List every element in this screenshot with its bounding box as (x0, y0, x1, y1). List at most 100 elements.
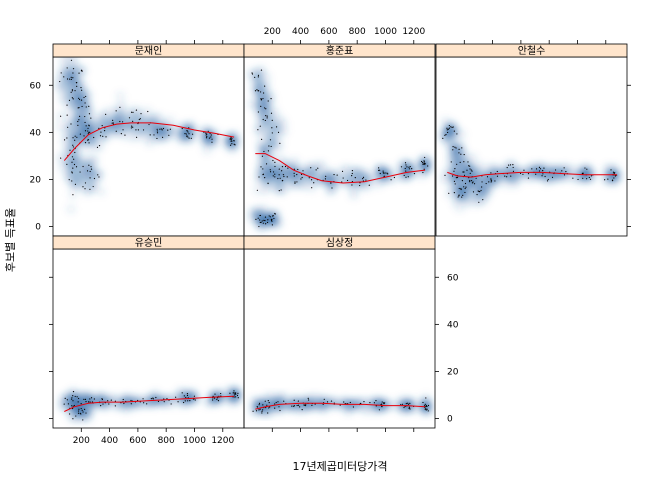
data-point (400, 403, 402, 406)
data-point (79, 133, 81, 135)
x-tick-label: 200 (264, 27, 281, 37)
data-point (262, 168, 264, 170)
data-point (354, 177, 356, 179)
density-mark (157, 397, 164, 404)
data-point (472, 181, 474, 183)
data-point (101, 398, 103, 400)
data-point (122, 121, 124, 123)
data-point (458, 187, 460, 190)
data-point (461, 196, 463, 198)
density-mark (139, 121, 146, 128)
density-mark (122, 395, 129, 402)
data-point (384, 402, 386, 404)
data-point (229, 138, 231, 140)
density-mark (276, 400, 283, 407)
data-point (275, 126, 278, 128)
density-mark (396, 403, 403, 410)
data-point (293, 175, 295, 177)
data-point (311, 404, 313, 406)
density-mark (299, 182, 306, 189)
data-point (258, 404, 260, 406)
data-point (212, 399, 214, 401)
density-mark (256, 177, 263, 184)
data-point (100, 405, 102, 407)
data-point (281, 170, 283, 172)
data-point (610, 169, 612, 171)
data-point (166, 398, 168, 400)
x-tick-label: 200 (73, 436, 90, 446)
density-mark (91, 142, 98, 149)
data-point (74, 183, 77, 185)
data-point (470, 169, 472, 171)
density-mark (312, 163, 319, 170)
data-point (261, 155, 264, 157)
data-point (424, 403, 426, 405)
data-point (411, 167, 413, 170)
data-point (122, 129, 124, 131)
density-mark (257, 211, 264, 218)
data-point (80, 407, 82, 410)
data-point (546, 180, 549, 182)
data-point (68, 179, 70, 181)
data-point (465, 186, 467, 188)
density-mark (303, 169, 310, 176)
density-mark (248, 101, 255, 108)
density-mark (334, 180, 341, 187)
data-point (378, 167, 380, 169)
data-point (89, 177, 91, 179)
x-tick-label: 800 (349, 27, 366, 37)
density-mark (470, 194, 477, 201)
data-point (284, 165, 287, 168)
data-point (66, 78, 69, 80)
density-mark (115, 113, 122, 120)
density-mark (289, 165, 296, 172)
density-mark (584, 167, 591, 174)
density-mark (58, 82, 65, 89)
data-point (446, 129, 448, 131)
data-point (293, 399, 295, 401)
density-mark (350, 400, 357, 407)
data-point (88, 105, 90, 107)
density-mark (480, 188, 487, 195)
data-point (413, 172, 416, 175)
data-point (494, 180, 496, 182)
density-mark (152, 125, 159, 132)
data-point (333, 402, 335, 404)
data-point (588, 176, 590, 179)
density-mark (105, 116, 112, 123)
y-tick-label: 0 (35, 223, 41, 233)
data-point (462, 194, 464, 196)
data-point (159, 128, 161, 130)
density-mark (249, 215, 256, 222)
data-point (157, 400, 160, 403)
data-point (381, 401, 383, 403)
data-point (209, 132, 211, 135)
data-point (188, 137, 190, 139)
panel-3-strip (435, 43, 628, 58)
data-point (84, 142, 87, 144)
density-mark (80, 116, 87, 123)
data-point (274, 407, 276, 409)
density-mark (612, 165, 619, 172)
density-mark (421, 164, 428, 171)
y-tick-label: 60 (30, 81, 42, 91)
data-point (77, 124, 79, 126)
data-point (268, 215, 270, 217)
data-point (482, 199, 484, 201)
data-point (161, 136, 164, 138)
data-point (193, 395, 195, 397)
data-point (453, 170, 455, 172)
data-point (531, 168, 533, 170)
density-mark (258, 110, 265, 117)
data-point (270, 97, 272, 100)
density-mark (571, 166, 578, 173)
density-mark (362, 184, 369, 191)
density-mark (72, 114, 79, 121)
data-point (470, 179, 473, 182)
data-point (81, 89, 83, 91)
data-point (230, 139, 232, 141)
data-point (74, 139, 76, 141)
data-point (425, 397, 427, 399)
data-point (76, 136, 78, 138)
density-mark (135, 131, 142, 138)
